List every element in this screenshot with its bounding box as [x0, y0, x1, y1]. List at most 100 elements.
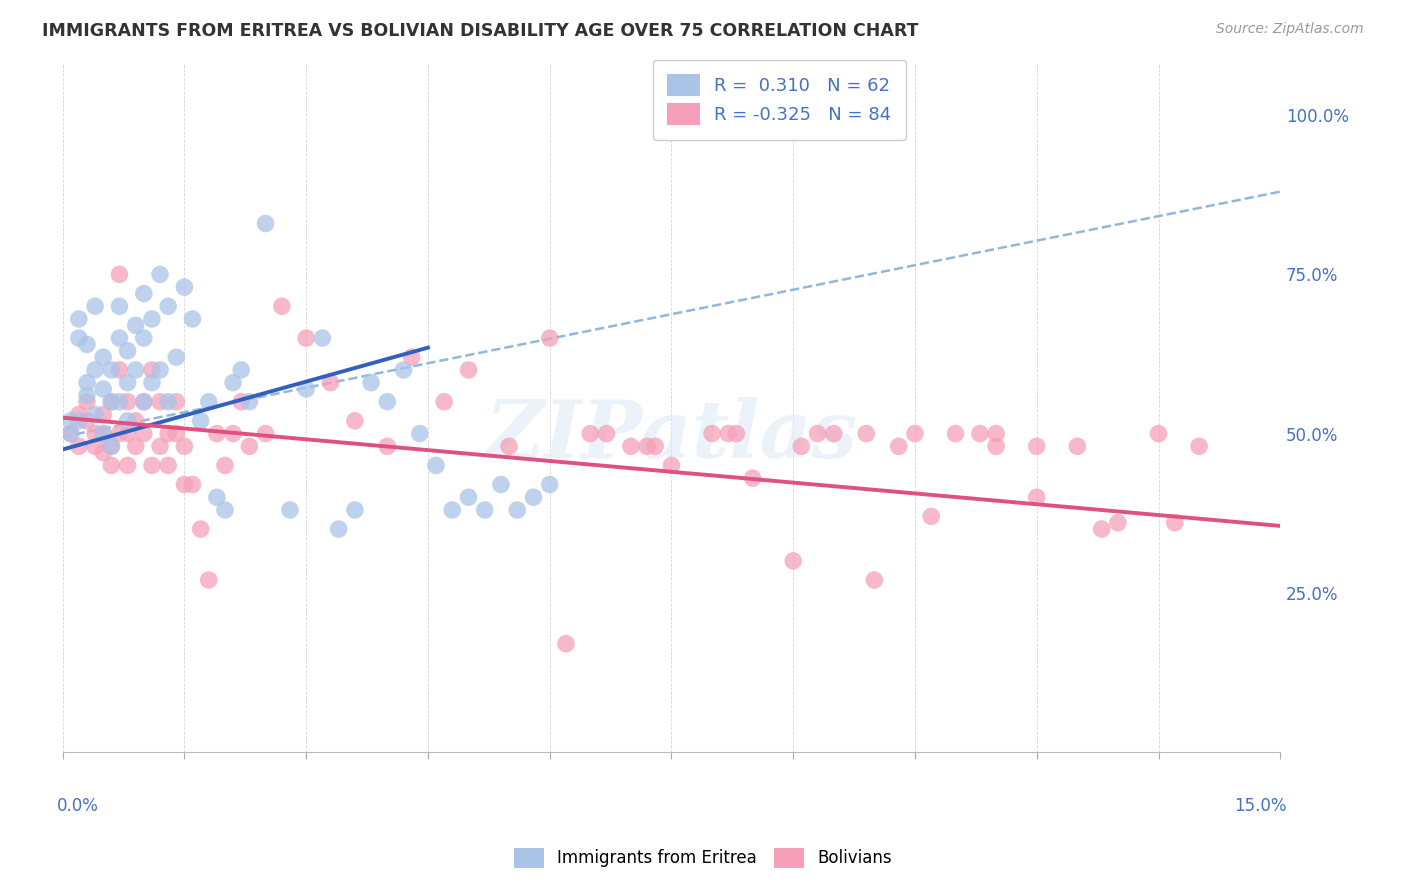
Point: [181, 312, 204, 326]
Point: [149, 363, 172, 377]
Point: [254, 217, 277, 231]
Point: [100, 439, 122, 453]
Point: [790, 439, 813, 453]
Point: [1188, 439, 1211, 453]
Point: [620, 439, 643, 453]
Point: [538, 331, 561, 345]
Point: [197, 573, 219, 587]
Point: [117, 414, 139, 428]
Point: [375, 394, 398, 409]
Point: [100, 458, 122, 473]
Point: [117, 394, 139, 409]
Point: [157, 426, 180, 441]
Point: [700, 426, 723, 441]
Point: [108, 394, 131, 409]
Point: [945, 426, 967, 441]
Point: [76, 414, 98, 428]
Point: [197, 394, 219, 409]
Point: [782, 554, 804, 568]
Point: [117, 376, 139, 390]
Point: [59, 426, 82, 441]
Point: [165, 426, 187, 441]
Point: [360, 376, 382, 390]
Point: [100, 394, 122, 409]
Point: [91, 382, 114, 396]
Point: [91, 445, 114, 459]
Point: [149, 394, 172, 409]
Point: [392, 363, 415, 377]
Point: [132, 331, 155, 345]
Point: [173, 280, 195, 294]
Point: [441, 503, 464, 517]
Point: [132, 286, 155, 301]
Point: [538, 477, 561, 491]
Point: [181, 477, 204, 491]
Point: [91, 426, 114, 441]
Point: [579, 426, 602, 441]
Point: [149, 439, 172, 453]
Text: Source: ZipAtlas.com: Source: ZipAtlas.com: [1216, 22, 1364, 37]
Point: [117, 458, 139, 473]
Point: [67, 414, 90, 428]
Point: [295, 382, 318, 396]
Point: [108, 331, 131, 345]
Point: [222, 426, 245, 441]
Point: [125, 414, 148, 428]
Point: [214, 503, 236, 517]
Point: [725, 426, 748, 441]
Legend: R =  0.310   N = 62, R = -0.325   N = 84: R = 0.310 N = 62, R = -0.325 N = 84: [652, 60, 905, 140]
Point: [474, 503, 496, 517]
Point: [806, 426, 828, 441]
Point: [190, 522, 212, 536]
Point: [1107, 516, 1129, 530]
Point: [157, 458, 180, 473]
Point: [141, 376, 163, 390]
Text: 0.0%: 0.0%: [56, 797, 98, 814]
Point: [920, 509, 942, 524]
Point: [157, 299, 180, 313]
Point: [1025, 490, 1047, 504]
Point: [117, 426, 139, 441]
Point: [457, 363, 479, 377]
Point: [141, 363, 163, 377]
Text: 15.0%: 15.0%: [1234, 797, 1286, 814]
Point: [222, 376, 245, 390]
Point: [741, 471, 763, 485]
Point: [141, 458, 163, 473]
Point: [108, 426, 131, 441]
Point: [238, 439, 260, 453]
Point: [149, 268, 172, 282]
Point: [84, 408, 107, 422]
Legend: Immigrants from Eritrea, Bolivians: Immigrants from Eritrea, Bolivians: [508, 841, 898, 875]
Point: [489, 477, 512, 491]
Point: [254, 426, 277, 441]
Point: [595, 426, 617, 441]
Point: [100, 363, 122, 377]
Text: IMMIGRANTS FROM ERITREA VS BOLIVIAN DISABILITY AGE OVER 75 CORRELATION CHART: IMMIGRANTS FROM ERITREA VS BOLIVIAN DISA…: [42, 22, 918, 40]
Point: [132, 394, 155, 409]
Point: [173, 477, 195, 491]
Point: [76, 394, 98, 409]
Point: [108, 363, 131, 377]
Point: [855, 426, 877, 441]
Point: [59, 414, 82, 428]
Point: [165, 350, 187, 364]
Point: [67, 312, 90, 326]
Point: [863, 573, 886, 587]
Point: [76, 376, 98, 390]
Point: [984, 426, 1007, 441]
Point: [425, 458, 447, 473]
Point: [506, 503, 529, 517]
Point: [661, 458, 683, 473]
Point: [270, 299, 292, 313]
Text: ZIPatlas: ZIPatlas: [485, 397, 858, 475]
Point: [173, 439, 195, 453]
Point: [231, 394, 253, 409]
Point: [108, 299, 131, 313]
Point: [84, 363, 107, 377]
Point: [231, 363, 253, 377]
Point: [904, 426, 927, 441]
Point: [1066, 439, 1088, 453]
Point: [433, 394, 456, 409]
Point: [67, 331, 90, 345]
